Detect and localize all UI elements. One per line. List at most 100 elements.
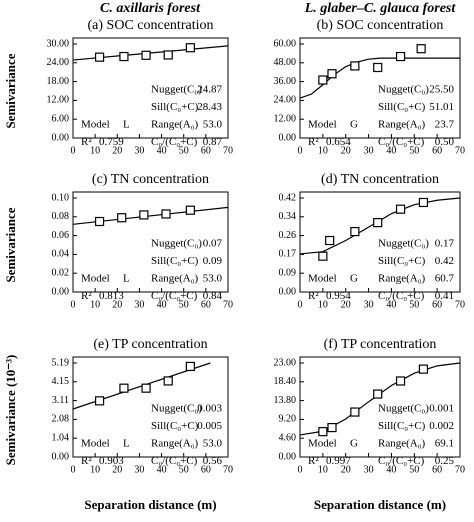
stat-label: Model <box>81 119 110 131</box>
point <box>318 75 328 85</box>
point <box>373 62 383 73</box>
stat-value: 25.50 <box>429 84 454 96</box>
x-tick-label: 20 <box>341 464 351 475</box>
y-tick-label: 0.17 <box>279 249 297 260</box>
stat-value: G <box>350 273 358 285</box>
stat-label: Range(A₀) <box>151 438 199 450</box>
stat-label: Model <box>308 119 337 131</box>
point <box>141 50 151 60</box>
x-tick-label: 40 <box>157 299 167 310</box>
stat-value: L <box>123 119 130 131</box>
point <box>94 396 105 406</box>
y-tick-label: 0.00 <box>52 132 70 143</box>
stat-value: 60.7 <box>435 273 455 285</box>
stat-value: 0.954 <box>326 290 351 302</box>
x-tick-label: 0 <box>298 299 303 310</box>
point <box>185 361 195 372</box>
y-tick-label: 23.00 <box>274 357 297 368</box>
fit-curve <box>299 57 460 99</box>
stat-label: Nugget(C₀) <box>151 84 202 96</box>
stat-value: 0.41 <box>435 290 454 302</box>
stat-label: C₀/(C₀+C) <box>151 290 198 302</box>
stat-value: 0.42 <box>435 255 454 267</box>
y-tick-label: 6.00 <box>52 113 70 124</box>
stat-label: Sill(C₀+C) <box>151 101 199 113</box>
x-tick-label: 10 <box>318 464 328 475</box>
x-tick-label: 40 <box>386 464 396 475</box>
point <box>185 43 195 53</box>
x-tick-label: 0 <box>298 464 303 475</box>
y-tick-label: 0.42 <box>279 192 297 203</box>
x-tick-label: 40 <box>157 145 167 156</box>
x-axis-label: Separation distance (m) <box>314 497 446 512</box>
stat-label: R² <box>308 455 319 467</box>
stat-value: 0.003 <box>197 403 222 415</box>
stat-value: 0.001 <box>429 403 454 415</box>
stat-value: 53.0 <box>203 119 223 131</box>
y-tick-label: 48.00 <box>274 57 297 68</box>
stat-label: R² <box>81 290 92 302</box>
stat-label: Range(A₀) <box>151 119 199 131</box>
stat-label: C₀/(C₀+C) <box>378 136 425 148</box>
x-tick-label: 60 <box>432 464 442 475</box>
x-tick-label: 60 <box>201 145 211 156</box>
x-tick-label: 30 <box>364 299 374 310</box>
stat-label: Nugget(C₀) <box>151 403 202 415</box>
x-tick-label: 10 <box>318 145 328 156</box>
x-tick-label: 0 <box>298 145 303 156</box>
x-tick-label: 30 <box>134 464 144 475</box>
point <box>185 205 195 215</box>
y-tick-label: 18.00 <box>47 76 70 87</box>
x-tick-label: 20 <box>112 464 122 475</box>
stat-value: 0.25 <box>435 455 455 467</box>
stat-label: Nugget(C₀) <box>378 84 429 96</box>
stat-label: Nugget(C₀) <box>151 238 202 250</box>
stat-label: Model <box>81 438 110 450</box>
y-tick-label: 0.08 <box>52 211 70 222</box>
point <box>163 50 173 60</box>
stat-label: Range(A₀) <box>378 438 426 450</box>
x-tick-label: 40 <box>386 299 396 310</box>
stat-label: R² <box>308 136 319 148</box>
y-tick-label: 24.00 <box>274 95 297 106</box>
stat-value: L <box>123 273 130 285</box>
stat-label: Model <box>308 438 337 450</box>
point <box>141 383 151 393</box>
stat-label: C₀/(C₀+C) <box>151 455 198 467</box>
point <box>350 226 360 237</box>
x-tick-label: 10 <box>90 299 100 310</box>
column-title: C. axillaris forest <box>100 1 201 16</box>
stat-value: 69.1 <box>435 438 454 450</box>
stat-value: 53.0 <box>203 438 223 450</box>
x-tick-label: 50 <box>179 464 189 475</box>
stat-value: 0.813 <box>99 290 124 302</box>
stat-value: G <box>350 438 358 450</box>
plot-frame <box>72 356 229 458</box>
panel-title: (c) TN concentration <box>92 172 209 187</box>
stat-value: 23.7 <box>435 119 455 131</box>
y-tick-label: 24.00 <box>47 57 70 68</box>
point <box>117 213 127 223</box>
stat-label: Model <box>308 273 337 285</box>
column-title: L. glaber–C. glauca forest <box>304 1 457 16</box>
stat-value: 0.50 <box>435 136 455 148</box>
x-tick-label: 20 <box>341 299 351 310</box>
point <box>318 251 328 261</box>
panel-title: (b) SOC concentration <box>317 18 444 33</box>
x-tick-label: 20 <box>112 299 122 310</box>
stat-value: 0.07 <box>203 238 223 250</box>
x-tick-label: 0 <box>71 299 76 310</box>
x-tick-label: 0 <box>71 145 76 156</box>
x-tick-label: 30 <box>364 464 374 475</box>
y-tick-label: 60.00 <box>274 38 297 49</box>
y-tick-label: 0.00 <box>52 451 70 462</box>
x-tick-label: 70 <box>455 145 465 156</box>
point <box>119 51 129 62</box>
stat-value: 0.654 <box>326 136 351 148</box>
x-tick-label: 40 <box>386 145 396 156</box>
plot-frame <box>299 191 461 293</box>
panel-title: (f) TP concentration <box>324 337 437 352</box>
y-tick-label: 2.08 <box>52 414 70 425</box>
y-tick-label: 5.19 <box>52 357 70 368</box>
